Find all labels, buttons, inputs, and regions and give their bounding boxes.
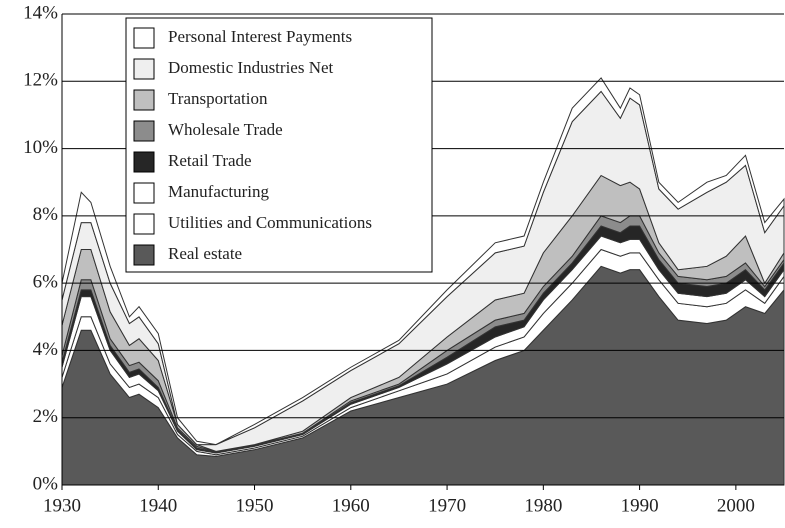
legend-label: Real estate <box>168 244 242 263</box>
legend-label: Retail Trade <box>168 151 252 170</box>
legend: Personal Interest Payments Domestic Indus… <box>125 17 433 273</box>
legend-swatch <box>133 27 155 49</box>
legend-label: Wholesale Trade <box>168 120 283 139</box>
y-tick-label: 10% <box>23 137 58 158</box>
y-tick-label: 0% <box>33 473 59 494</box>
x-tick-label: 1970 <box>428 495 466 516</box>
legend-label: Transportation <box>168 89 268 108</box>
x-tick-label: 1950 <box>236 495 274 516</box>
y-tick-label: 2% <box>33 406 59 427</box>
legend-swatch <box>133 213 155 235</box>
x-tick-label: 2000 <box>717 495 755 516</box>
x-tick-label: 1960 <box>332 495 370 516</box>
x-tick-label: 1990 <box>621 495 659 516</box>
legend-box <box>125 17 433 273</box>
x-tick-label: 1930 <box>43 495 81 516</box>
legend-label: Manufacturing <box>168 182 270 201</box>
legend-label: Domestic Industries Net <box>168 58 334 77</box>
legend-swatch <box>133 89 155 111</box>
legend-label: Personal Interest Payments <box>168 27 352 46</box>
legend-swatch <box>133 120 155 142</box>
area <box>61 77 785 446</box>
legend-label: Utilities and Communications <box>168 213 372 232</box>
x-tick-label: 1980 <box>524 495 562 516</box>
y-tick-label: 4% <box>33 339 59 360</box>
legend-swatch <box>133 182 155 204</box>
legend-swatch <box>133 244 155 266</box>
y-tick-label: 14% <box>23 2 58 23</box>
y-tick-label: 6% <box>33 272 59 293</box>
x-tick-label: 1940 <box>139 495 177 516</box>
y-tick-label: 8% <box>33 204 59 225</box>
legend-swatch <box>133 58 155 80</box>
legend-swatch <box>133 151 155 173</box>
y-tick-label: 12% <box>23 70 58 91</box>
